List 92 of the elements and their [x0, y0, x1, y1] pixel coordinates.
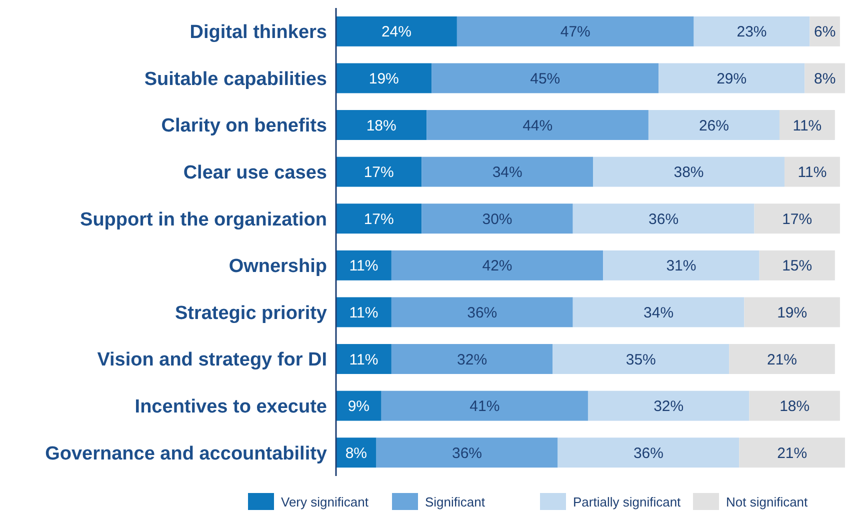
bar	[336, 156, 422, 187]
data-label: 36%	[648, 210, 679, 228]
bar	[336, 297, 392, 328]
data-label: 8%	[814, 70, 836, 88]
bar	[739, 438, 845, 468]
legend-label: Significant	[425, 494, 486, 510]
data-label: 23%	[736, 24, 767, 41]
bar	[694, 16, 810, 46]
bar	[336, 16, 457, 46]
data-label: 6%	[814, 24, 836, 41]
bar	[729, 344, 835, 374]
bar	[552, 344, 730, 374]
bar	[376, 438, 558, 468]
y-tick-label: Ownership	[228, 256, 327, 278]
data-label: 18%	[366, 117, 396, 134]
bar	[749, 390, 840, 421]
data-label: 15%	[782, 258, 812, 275]
bar	[422, 156, 594, 187]
bar	[391, 250, 604, 280]
data-label: 35%	[626, 351, 656, 368]
legend-label: Not significant	[726, 494, 808, 510]
data-label: 17%	[364, 210, 394, 228]
y-tick-label: Suitable capabilities	[144, 68, 327, 90]
y-tick-label: Support in the organization	[80, 209, 327, 230]
data-label: 18%	[780, 398, 810, 416]
data-label: 36%	[452, 444, 482, 462]
y-tick-label: Clarity on benefits	[161, 116, 327, 137]
data-label: 34%	[644, 304, 674, 322]
data-label: 45%	[530, 70, 560, 88]
data-label: 32%	[654, 398, 684, 416]
data-label: 26%	[698, 117, 729, 134]
bar	[754, 204, 840, 234]
bar	[381, 390, 588, 421]
data-label: 47%	[560, 24, 590, 41]
legend-label: Partially significant	[573, 494, 682, 510]
bar	[336, 110, 427, 140]
data-label: 11%	[349, 258, 378, 275]
y-tick-label: Strategic priority	[174, 302, 328, 324]
bar	[804, 63, 845, 94]
bar	[432, 63, 659, 94]
bar	[648, 110, 780, 140]
data-label: 36%	[633, 444, 664, 462]
data-label: 34%	[492, 164, 522, 182]
data-label: 17%	[782, 210, 812, 228]
data-label: 30%	[482, 210, 512, 228]
bar	[572, 204, 754, 234]
bar	[784, 156, 840, 187]
data-label: 32%	[457, 351, 488, 368]
bar	[422, 204, 573, 234]
bar	[558, 438, 740, 468]
bar	[588, 390, 750, 421]
y-tick-label: Digital thinkers	[190, 22, 327, 44]
data-label: 31%	[666, 258, 696, 275]
data-label: 9%	[348, 398, 370, 416]
bar	[336, 250, 392, 280]
y-tick-label: Clear use cases	[183, 162, 327, 184]
data-label: 29%	[716, 70, 747, 88]
y-tick-label: Vision and strategy for DI	[97, 350, 327, 371]
y-tick-label: Incentives to execute	[134, 396, 327, 418]
data-label: 11%	[792, 117, 822, 134]
bar	[593, 156, 785, 187]
data-label: 36%	[467, 304, 498, 322]
data-label: 21%	[766, 351, 798, 368]
bar	[759, 250, 835, 280]
data-label: 24%	[381, 24, 412, 41]
data-label: 11%	[349, 304, 378, 322]
bar	[336, 344, 392, 374]
data-label: 44%	[522, 117, 553, 134]
bar	[336, 63, 432, 94]
bar	[779, 110, 835, 140]
bar	[456, 16, 694, 46]
y-tick-label: Governance and accountability	[45, 443, 328, 464]
data-label: 38%	[674, 164, 704, 182]
data-label: 17%	[364, 164, 394, 182]
data-label: 21%	[777, 444, 808, 462]
bar	[572, 297, 744, 328]
data-label: 11%	[349, 351, 378, 368]
legend-label: Very significant	[281, 494, 369, 510]
bar	[603, 250, 760, 280]
bar	[391, 297, 573, 328]
data-label: 8%	[345, 444, 367, 462]
data-label: 19%	[368, 70, 399, 88]
bar	[336, 390, 382, 421]
bar	[426, 110, 648, 140]
bar	[336, 204, 422, 234]
data-label: 42%	[482, 258, 512, 275]
data-label: 19%	[777, 304, 808, 322]
bar	[391, 344, 553, 374]
bar	[658, 63, 805, 94]
data-label: 11%	[798, 164, 827, 182]
bar	[744, 297, 840, 328]
data-label: 41%	[470, 398, 500, 416]
